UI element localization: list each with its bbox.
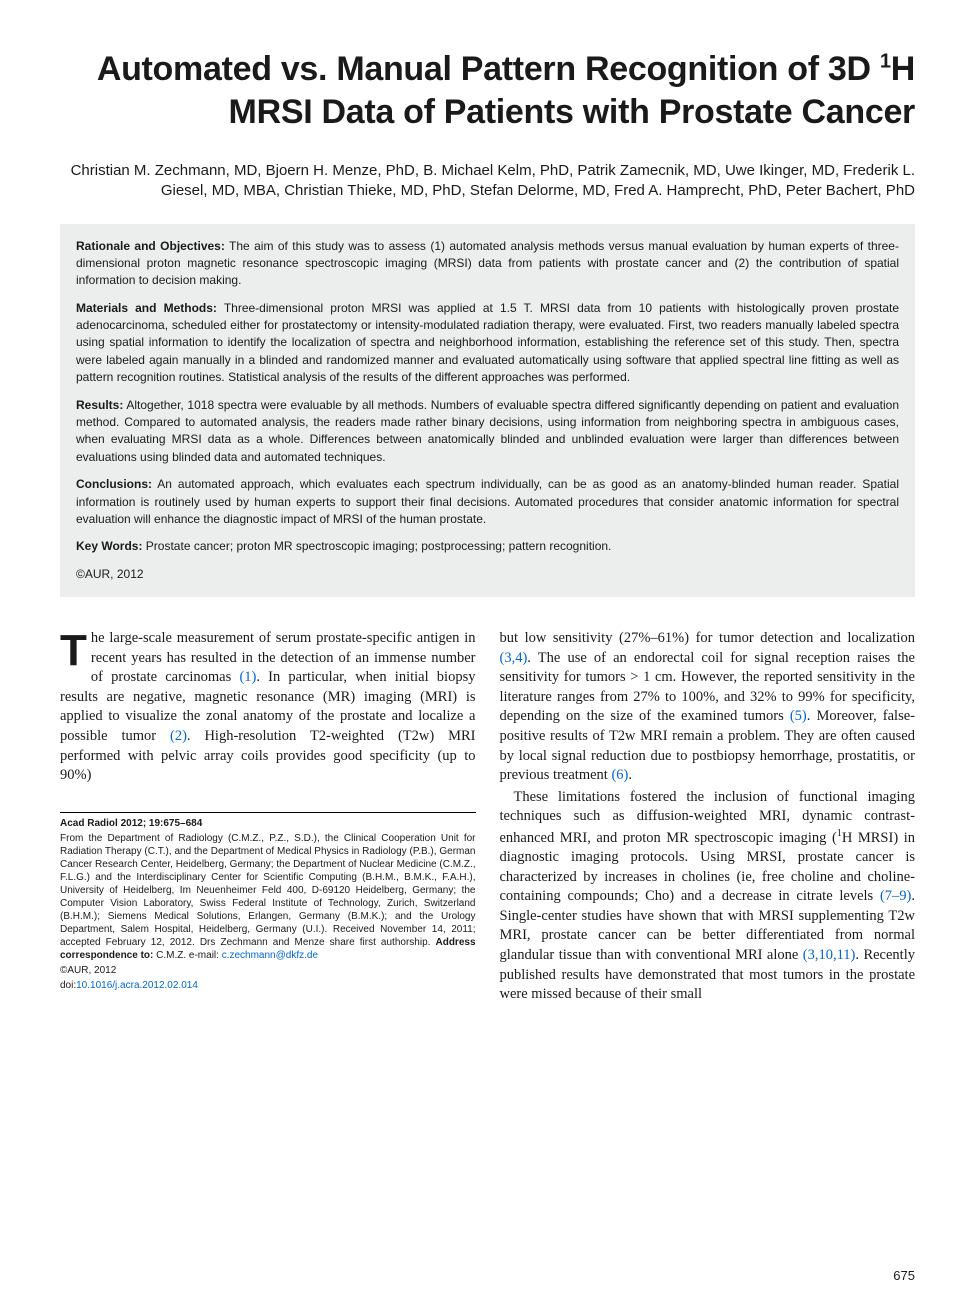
conclusions-label: Conclusions: [76,477,152,491]
abstract-conclusions: Conclusions: An automated approach, whic… [76,476,899,528]
methods-label: Materials and Methods: [76,301,217,315]
keywords-label: Key Words: [76,539,142,553]
left-column: The large-scale measurement of serum pro… [60,629,476,1007]
abstract-copyright: ©AUR, 2012 [76,566,899,583]
body-columns: The large-scale measurement of serum pro… [60,629,915,1007]
doi-line: doi:10.1016/j.acra.2012.02.014 [60,979,476,992]
article-footer: Acad Radiol 2012; 19:675–684 From the De… [60,812,476,992]
footer-copyright: ©AUR, 2012 [60,964,476,977]
abstract-keywords: Key Words: Prostate cancer; proton MR sp… [76,538,899,555]
page-number: 675 [893,1268,915,1283]
doi-link[interactable]: 10.1016/j.acra.2012.02.014 [76,980,198,991]
results-text: Altogether, 1018 spectra were evaluable … [76,398,899,464]
conclusions-text: An automated approach, which evaluates e… [76,477,899,526]
results-label: Results: [76,398,123,412]
authors-list: Christian M. Zechmann, MD, Bjoern H. Men… [60,161,915,202]
body-para-2: but low sensitivity (27%–61%) for tumor … [500,629,916,786]
body-para-3: These limitations fostered the inclusion… [500,788,916,1005]
affiliations: From the Department of Radiology (C.M.Z.… [60,832,476,962]
abstract-box: Rationale and Objectives: The aim of thi… [60,224,915,598]
keywords-text: Prostate cancer; proton MR spectroscopic… [142,539,611,553]
article-title: Automated vs. Manual Pattern Recognition… [60,48,915,133]
correspondence-email[interactable]: c.zechmann@dkfz.de [222,950,318,961]
journal-citation: Acad Radiol 2012; 19:675–684 [60,817,476,830]
body-para-1: The large-scale measurement of serum pro… [60,629,476,786]
abstract-rationale: Rationale and Objectives: The aim of thi… [76,238,899,290]
right-column: but low sensitivity (27%–61%) for tumor … [500,629,916,1007]
abstract-results: Results: Altogether, 1018 spectra were e… [76,397,899,467]
rationale-label: Rationale and Objectives: [76,239,225,253]
abstract-methods: Materials and Methods: Three-dimensional… [76,300,899,387]
